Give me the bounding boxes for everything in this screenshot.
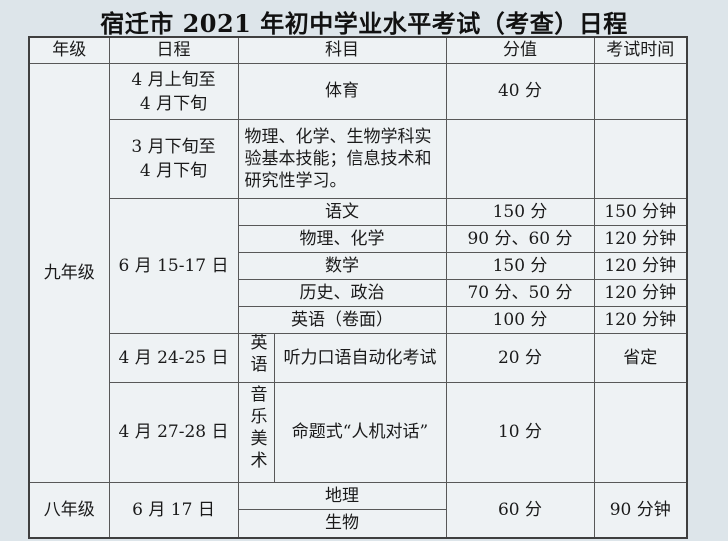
pe-subject-cell: 体育 [237,63,447,120]
june-time-cell-english-paper: 120 分钟 [593,306,688,334]
table-row: 4 月 24-25 日 英语 听力口语自动化考试 20 分 省定 [29,333,688,383]
june-score-cell-chinese: 150 分 [445,198,595,226]
art-subject-cell: 命题式“人机对话” [273,382,447,483]
table-row: 历史、政治 70 分、50 分 120 分钟 [29,279,688,307]
table-row: 九年级 4 月上旬至 4 月下旬 体育 40 分 [28,63,688,483]
oral-date-cell: 4 月 24-25 日 [108,333,239,383]
grade8-score-cell: 60 分 [445,482,595,539]
june-subject-cell-chinese: 语文 [237,198,447,226]
oral-tag-vertical-text: 英语 [246,333,267,377]
grade8-time-cell: 90 分钟 [593,482,688,539]
grade8-subject-cell-geography: 地理 [237,482,447,510]
header-cell-grade: 年级 [28,36,110,64]
lab-time-cell-empty [593,119,688,199]
lab-subject-cell: 物理、化学、生物学科实验基本技能；信息技术和研究性学习。 [237,119,447,199]
june-score-cell-english-paper: 100 分 [445,306,595,334]
grade8-subject-cell-biology: 生物 [237,509,447,539]
art-score-cell: 10 分 [445,382,595,483]
pe-date-cell: 4 月上旬至 4 月下旬 [108,63,239,120]
lab-score-cell-empty [445,119,595,199]
table-row: 物理、化学 90 分、60 分 120 分钟 [29,225,688,253]
oral-tag-cell: 英语 [237,333,275,383]
pe-date-line1: 4 月上旬至 [131,69,216,90]
pe-time-cell-empty [593,63,688,120]
header-cell-subject: 科目 [237,36,447,64]
june-score-cell-physics-chem: 90 分、60 分 [445,225,595,253]
lab-date-line2: 4 月下旬 [139,161,208,181]
table-row: 数学 150 分 120 分钟 [29,252,688,280]
table-row: 4 月 27-28 日 音乐美术 命题式“人机对话” 10 分 [29,382,688,483]
art-time-cell-empty [593,382,688,483]
art-date-cell: 4 月 27-28 日 [108,382,239,483]
page-title: 宿迁市 2021 年初中学业水平考试（考查）日程 [100,9,628,38]
header-cell-schedule: 日程 [108,36,239,64]
oral-subject-cell: 听力口语自动化考试 [273,333,447,383]
grade8-date-cell: 6 月 17 日 [108,482,239,539]
table-row: 3 月下旬至 4 月下旬 物理、化学、生物学科实验基本技能；信息技术和研究性学习… [29,119,688,199]
june-time-cell-history-politics: 120 分钟 [593,279,688,307]
table-row: 6 月 15-17 日 语文 150 分 150 分钟 [29,198,688,334]
grade8-cell: 八年级 [28,482,110,539]
june-score-cell-math: 150 分 [445,252,595,280]
table-row: 英语（卷面） 100 分 120 分钟 [29,306,688,334]
june-subject-cell-history-politics: 历史、政治 [237,279,447,307]
lab-date-cell: 3 月下旬至 4 月下旬 [108,119,239,199]
june-time-cell-chinese: 150 分钟 [593,198,688,226]
header-cell-score: 分值 [445,36,595,64]
june-date-cell: 6 月 15-17 日 [108,198,239,334]
grade9-cell: 九年级 [28,63,110,483]
lab-date-line1: 3 月下旬至 [131,137,216,157]
june-time-cell-physics-chem: 120 分钟 [593,225,688,253]
pe-score-cell: 40 分 [445,63,595,120]
june-subject-cell-physics-chem: 物理、化学 [237,225,447,253]
exam-schedule-table: 年级 日程 科目 分值 考试时间 九年级 4 月上旬至 4 月下旬 体育 40 … [28,36,688,539]
header-cell-time: 考试时间 [593,36,688,64]
art-tag-cell: 音乐美术 [237,382,275,483]
oral-score-cell: 20 分 [445,333,595,383]
table-row: 八年级 6 月 17 日 地理 60 分 90 分钟 [28,482,688,539]
art-tag-vertical-text: 音乐美术 [246,385,267,474]
june-score-cell-history-politics: 70 分、50 分 [445,279,595,307]
table-header-row: 年级 日程 科目 分值 考试时间 [28,36,688,64]
june-subject-cell-english-paper: 英语（卷面） [237,306,447,334]
june-time-cell-math: 120 分钟 [593,252,688,280]
oral-time-cell: 省定 [593,333,688,383]
pe-date-line2: 4 月下旬 [139,93,208,114]
june-subject-cell-math: 数学 [237,252,447,280]
